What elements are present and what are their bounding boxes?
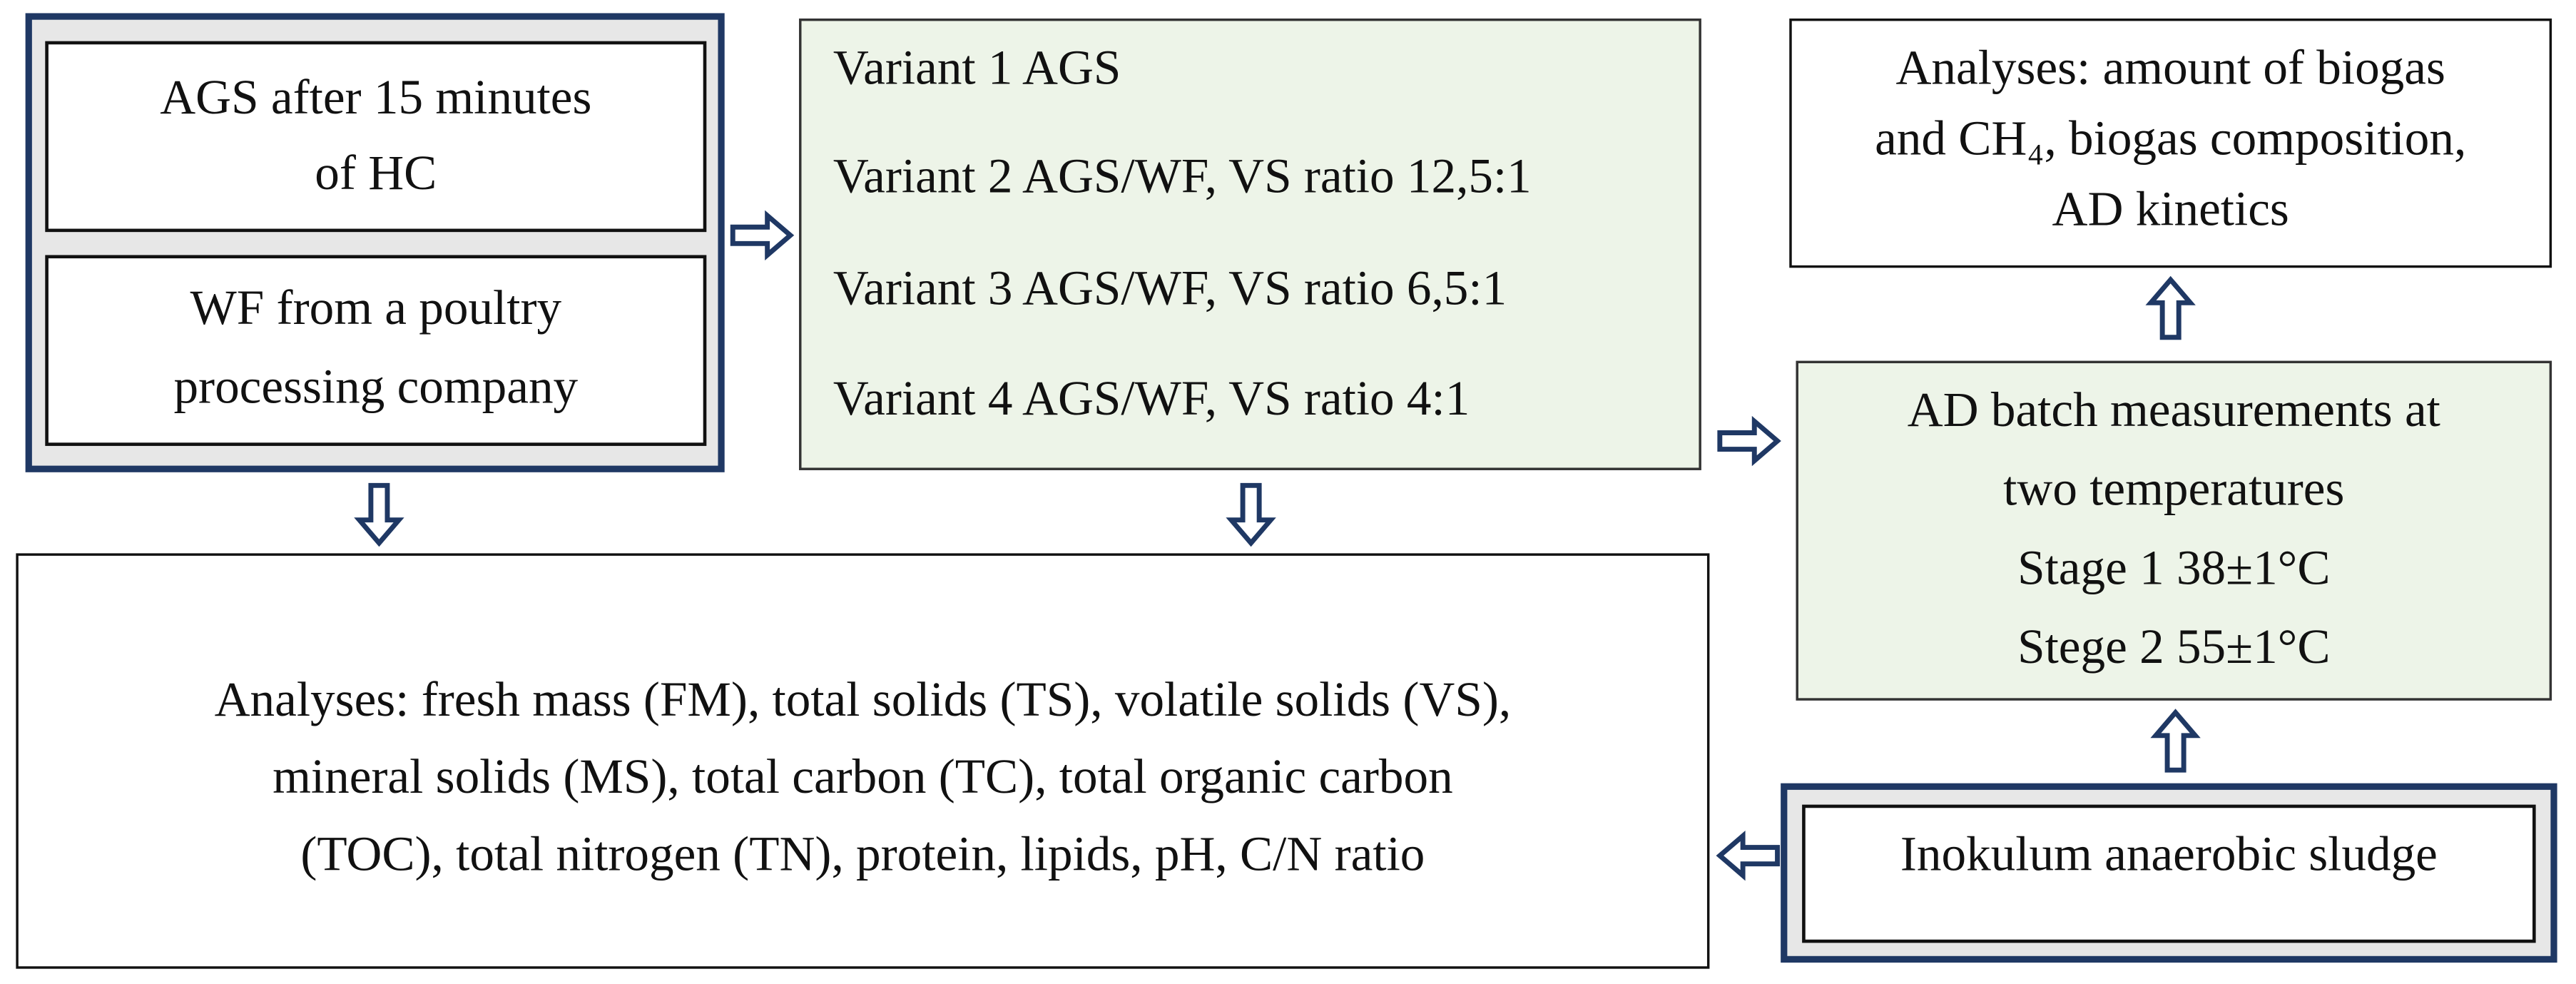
box-text: two temperatures bbox=[2003, 461, 2344, 516]
box-text: processing company bbox=[173, 359, 578, 414]
arrow-up bbox=[2145, 275, 2196, 340]
arrow-down bbox=[1226, 482, 1276, 547]
box-text: Inokulum anaerobic sludge bbox=[1900, 826, 2438, 881]
box bbox=[1802, 804, 2536, 943]
box bbox=[45, 255, 707, 446]
box-text: Variant 3 AGS/WF, VS ratio 6,5:1 bbox=[833, 260, 1507, 315]
box-text: Variant 2 AGS/WF, VS ratio 12,5:1 bbox=[833, 148, 1532, 203]
ad-box bbox=[1796, 360, 2552, 701]
arrow-left bbox=[1716, 830, 1780, 881]
box-text: Variant 4 AGS/WF, VS ratio 4:1 bbox=[833, 370, 1470, 425]
box-text: and CH₄, biogas composition, bbox=[1875, 110, 2466, 165]
arrow-up bbox=[2150, 709, 2201, 773]
box-text: Analyses: amount of biogas bbox=[1895, 39, 2445, 94]
arrow-down bbox=[354, 482, 404, 547]
box-text: AD kinetics bbox=[2052, 181, 2289, 236]
box-text: Stage 1 38±1°C bbox=[2017, 539, 2330, 594]
variants-box bbox=[799, 18, 1701, 470]
box-text: AD batch measurements at bbox=[1908, 382, 2440, 437]
box-text: mineral solids (MS), total carbon (TC), … bbox=[273, 749, 1453, 803]
arrow-right bbox=[730, 210, 795, 260]
box bbox=[1789, 18, 2552, 268]
box-text: Stege 2 55±1°C bbox=[2017, 619, 2330, 674]
box-text: Variant 1 AGS bbox=[833, 39, 1121, 94]
box-text: (TOC), total nitrogen (TN), protein, lip… bbox=[300, 826, 1425, 881]
box bbox=[45, 41, 707, 233]
box-text: AGS after 15 minutes bbox=[160, 69, 591, 124]
box-text: Analyses: fresh mass (FM), total solids … bbox=[215, 671, 1512, 726]
box-text: WF from a poultry bbox=[190, 280, 561, 335]
box-text: of HC bbox=[315, 145, 437, 200]
arrow-right bbox=[1717, 415, 1781, 467]
box bbox=[16, 553, 1710, 969]
